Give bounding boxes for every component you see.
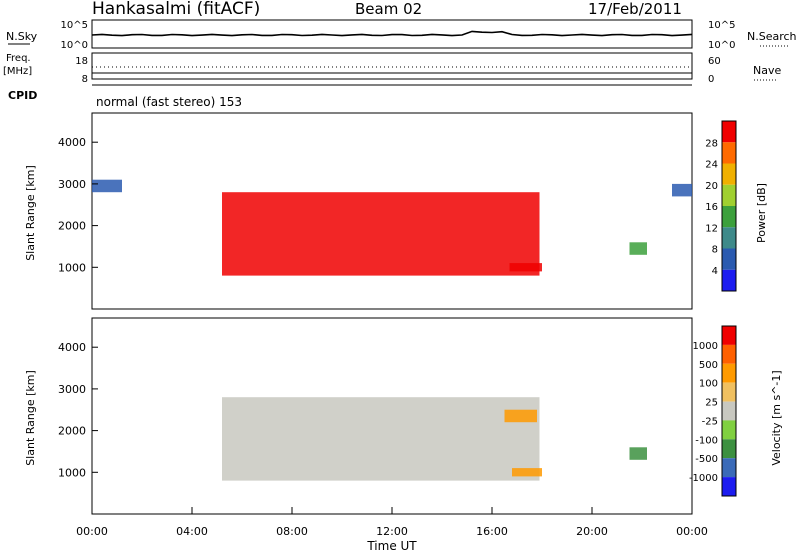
- colorbar-tick: 25: [705, 398, 718, 409]
- echo-region: [222, 192, 540, 276]
- station-title: Hankasalmi (fitACF): [92, 0, 260, 19]
- colorbar-swatch: [722, 401, 736, 421]
- power-panel-frame: [91, 112, 693, 310]
- noise-sky-line: [91, 30, 693, 37]
- xtick-label: 08:00: [276, 525, 308, 538]
- noise-panel: N.Sky N.Search 10^5 10^0 10^5 10^0: [6, 19, 797, 51]
- colorbar-swatch: [722, 227, 736, 249]
- colorbar-tick: 28: [705, 138, 718, 149]
- colorbar-swatch: [722, 163, 736, 185]
- xtick-label: 16:00: [476, 525, 508, 538]
- power-panel: Slant Range [km] 1000 2000 3000 4000 4 8 12 16…: [24, 112, 768, 310]
- freq-top-tick: 18: [75, 56, 88, 67]
- colorbar-tick: 24: [705, 160, 718, 171]
- velocity-panel: Slant Range [km] 1000 2000 3000 4000 1000 50…: [24, 317, 783, 515]
- colorbar-frame: [721, 325, 737, 497]
- echo-region: [629, 242, 647, 255]
- noise-left-top: 10^5: [61, 20, 88, 31]
- noise-left-bottom: 10^0: [61, 40, 88, 51]
- colorbar-tick: 1000: [693, 341, 718, 352]
- colorbar-tick: -25: [702, 416, 718, 427]
- echo-region: [92, 179, 122, 193]
- colorbar-tick: 20: [705, 181, 718, 192]
- ytick-label: 2000: [58, 425, 86, 438]
- nave-label: Nave: [753, 64, 781, 77]
- colorbar-tick: -100: [695, 435, 718, 446]
- colorbar-swatch: [722, 344, 736, 364]
- power-ylabel: Slant Range [km]: [24, 165, 37, 261]
- colorbar-swatch: [722, 269, 736, 292]
- nave-bottom-tick: 0: [708, 74, 714, 85]
- colorbar-tick: 100: [699, 379, 718, 390]
- velocity-ytick-labels: 1000 2000 3000 4000: [58, 341, 98, 479]
- frequency-panel: Freq. [MHz] 18 8 60 0 Nave CPID normal (…: [3, 52, 781, 109]
- freq-label: Freq.: [6, 53, 31, 64]
- cpid-text: normal (fast stereo) 153: [96, 95, 242, 109]
- colorbar-swatch: [722, 363, 736, 383]
- colorbar-tick: 8: [712, 245, 718, 256]
- x-axis-label: Time UT: [366, 539, 417, 553]
- ytick-label: 1000: [58, 466, 86, 479]
- echo-region: [672, 183, 692, 197]
- nsky-label: N.Sky: [6, 30, 38, 43]
- xtick-label: 04:00: [176, 525, 208, 538]
- colorbar-tick: 12: [705, 223, 718, 234]
- colorbar-swatch: [722, 142, 736, 164]
- xtick-label: 00:00: [76, 525, 108, 538]
- freq-unit-label: [MHz]: [3, 66, 32, 77]
- xtick-label: 20:00: [576, 525, 608, 538]
- colorbar-tick: 500: [699, 360, 718, 371]
- power-heatmap: [92, 179, 692, 276]
- time-axis: 00:00 04:00 08:00 12:00 16:00 20:00 00:00: [76, 507, 708, 538]
- date-label: 17/Feb/2011: [588, 0, 682, 18]
- nsearch-label: N.Search: [747, 30, 797, 43]
- ytick-label: 3000: [58, 178, 86, 191]
- power-colorbar: 4 8 12 16 20 24 28: [705, 120, 737, 292]
- freq-bottom-tick: 8: [82, 74, 88, 85]
- echo-region: [512, 468, 542, 477]
- ytick-label: 2000: [58, 220, 86, 233]
- velocity-colorbar: 1000 500 100 25 -25 -100 -500 -1000: [689, 325, 737, 497]
- ytick-label: 4000: [58, 136, 86, 149]
- power-ytick-labels: 1000 2000 3000 4000: [58, 136, 98, 274]
- colorbar-swatch: [722, 382, 736, 402]
- colorbar-tick: 16: [705, 202, 718, 213]
- ytick-label: 1000: [58, 261, 86, 274]
- ytick-label: 4000: [58, 341, 86, 354]
- beam-label: Beam 02: [355, 0, 422, 18]
- xtick-label: 12:00: [376, 525, 408, 538]
- colorbar-swatch: [722, 248, 736, 270]
- cpid-label: CPID: [8, 89, 37, 102]
- colorbar-tick: -500: [695, 454, 718, 465]
- power-colorbar-label: Power [dB]: [755, 183, 768, 243]
- colorbar-swatch: [722, 477, 736, 496]
- colorbar-swatch: [722, 184, 736, 207]
- colorbar-frame: [721, 120, 737, 292]
- noise-panel-frame: [91, 19, 693, 49]
- velocity-heatmap: [222, 397, 647, 481]
- colorbar-tick: -1000: [689, 473, 718, 484]
- noise-right-bottom: 10^0: [708, 40, 735, 51]
- ytick-label: 3000: [58, 383, 86, 396]
- colorbar-tick: 4: [712, 266, 718, 277]
- noise-right-top: 10^5: [708, 20, 735, 31]
- nave-top-tick: 60: [708, 56, 721, 67]
- echo-region: [222, 397, 540, 481]
- echo-region: [629, 447, 647, 460]
- colorbar-swatch: [722, 121, 736, 143]
- colorbar-swatch: [722, 458, 736, 478]
- colorbar-swatch: [722, 206, 736, 228]
- velocity-ylabel: Slant Range [km]: [24, 370, 37, 466]
- frequency-panel-frame: [91, 52, 693, 80]
- colorbar-swatch: [722, 420, 736, 440]
- xtick-label: 00:00: [676, 525, 708, 538]
- velocity-colorbar-label: Velocity [m s^-1]: [770, 370, 783, 465]
- colorbar-swatch: [722, 326, 736, 345]
- echo-region: [509, 263, 542, 272]
- echo-region: [504, 409, 537, 423]
- colorbar-swatch: [722, 439, 736, 459]
